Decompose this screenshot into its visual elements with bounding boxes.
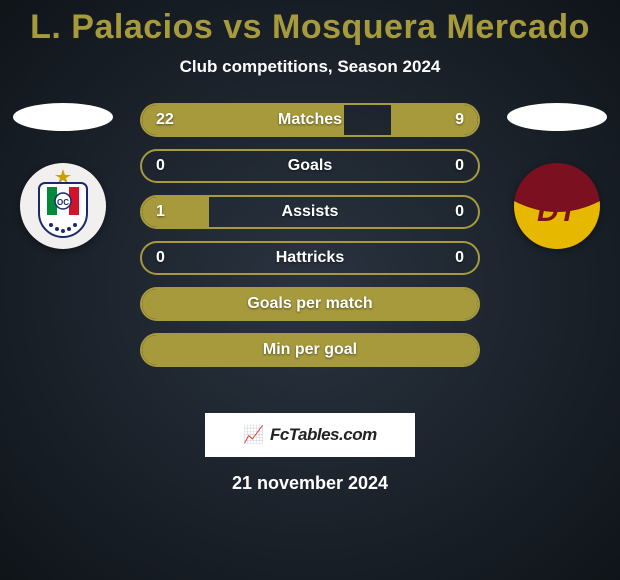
stat-label: Goals per match (247, 295, 372, 313)
comparison-body: OC 22 9 Matches 0 0 Goals 1 0 Assists 0 0 Hattricks… (0, 103, 620, 403)
stat-row: Goals per match (140, 287, 480, 321)
stat-label: Hattricks (276, 249, 344, 267)
player2-silhouette (507, 103, 607, 131)
page-title: L. Palacios vs Mosquera Mercado (0, 8, 620, 47)
vs-text: vs (223, 8, 262, 46)
stat-value-left: 22 (156, 111, 174, 129)
stat-row: 22 9 Matches (140, 103, 480, 137)
player2-club-crest: DT (514, 163, 600, 249)
stat-rows: 22 9 Matches 0 0 Goals 1 0 Assists 0 0 Hattricks Goa… (140, 103, 480, 379)
chart-icon: 📈 (243, 425, 264, 445)
stat-fill-right (391, 105, 478, 135)
stat-label: Assists (282, 203, 339, 221)
branding-badge: 📈 FcTables.com (205, 413, 415, 457)
stat-fill-left (142, 197, 209, 227)
player1-column: OC (8, 103, 118, 249)
stat-row: Min per goal (140, 333, 480, 367)
player2-name: Mosquera Mercado (272, 8, 590, 46)
comparison-card: L. Palacios vs Mosquera Mercado Club com… (0, 0, 620, 494)
stat-row: 0 0 Hattricks (140, 241, 480, 275)
stat-row: 1 0 Assists (140, 195, 480, 229)
stat-value-right: 0 (455, 249, 464, 267)
stat-value-right: 9 (455, 111, 464, 129)
player1-club-crest: OC (20, 163, 106, 249)
player2-column: DT (502, 103, 612, 249)
crest-left-svg: OC (20, 163, 106, 249)
branding-text: FcTables.com (270, 425, 377, 445)
stat-value-left: 1 (156, 203, 165, 221)
player1-silhouette (13, 103, 113, 131)
stat-value-right: 0 (455, 203, 464, 221)
stat-value-right: 0 (455, 157, 464, 175)
player1-name: L. Palacios (30, 8, 213, 46)
crest-right-svg: DT (514, 163, 600, 249)
svg-text:DT: DT (537, 195, 580, 228)
stat-value-left: 0 (156, 157, 165, 175)
stat-label: Min per goal (263, 341, 357, 359)
stat-label: Goals (288, 157, 332, 175)
svg-text:OC: OC (57, 198, 69, 207)
stat-value-left: 0 (156, 249, 165, 267)
stat-label: Matches (278, 111, 342, 129)
stat-row: 0 0 Goals (140, 149, 480, 183)
date-label: 21 november 2024 (0, 473, 620, 494)
subtitle: Club competitions, Season 2024 (0, 57, 620, 77)
